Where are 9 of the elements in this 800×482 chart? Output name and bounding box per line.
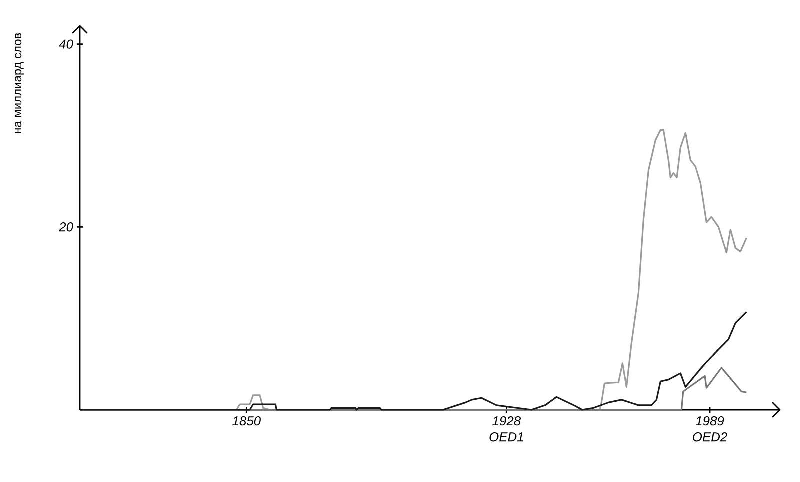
line-series	[79, 311, 748, 411]
text: OED1	[490, 432, 524, 442]
y-tick-label: 20	[59, 222, 74, 232]
y-axis-title: на миллиард слов	[15, 33, 24, 134]
y-tick-label: 40	[59, 40, 74, 49]
x-tick-label: 1850	[232, 416, 261, 426]
x-tick-label: 1989	[696, 416, 724, 426]
text: OED2	[693, 432, 728, 442]
x-tick-label: 1928	[492, 416, 521, 426]
